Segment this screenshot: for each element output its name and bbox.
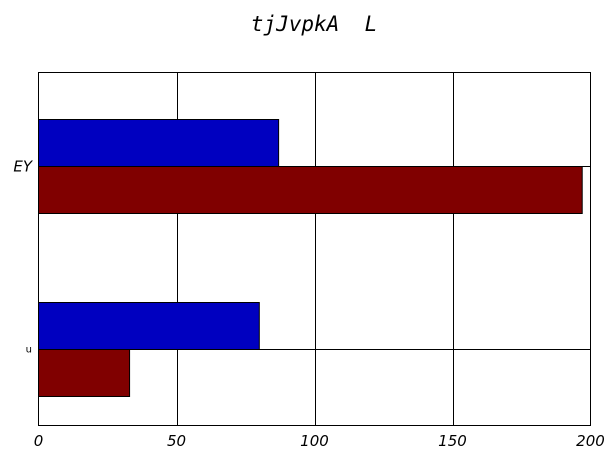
plot-frame [38, 72, 591, 426]
chart-title: tjJvpkA L [251, 12, 377, 36]
bar-series2-u [38, 349, 131, 397]
y-axis-ticks: EY u [13, 158, 33, 356]
x-tick-label-0: 0 [34, 432, 44, 450]
x-tick-label-150: 150 [438, 432, 467, 450]
x-tick-label-50: 50 [167, 432, 186, 450]
bar-series1-EY [38, 119, 280, 167]
x-tick-label-100: 100 [300, 432, 329, 450]
y-tick-label-u: u [26, 345, 32, 356]
y-tick-label-EY: EY [13, 158, 33, 176]
x-axis-ticks: 0 50 100 150 200 [34, 432, 605, 450]
bar-series1-u [38, 302, 260, 350]
x-tick-label-200: 200 [576, 432, 605, 450]
bars [38, 119, 583, 397]
bar-series2-EY [38, 166, 583, 214]
